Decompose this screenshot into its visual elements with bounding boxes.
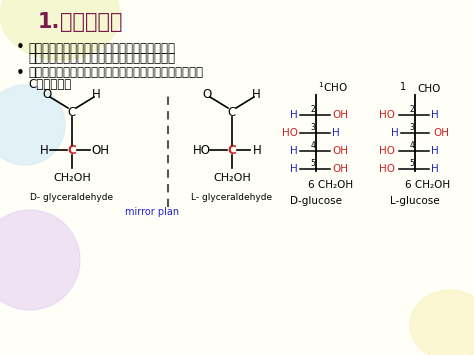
Text: OH: OH xyxy=(91,143,109,157)
Text: C延伸而成。: C延伸而成。 xyxy=(28,77,71,91)
Text: L-glucose: L-glucose xyxy=(390,196,440,206)
Text: CH₂OH: CH₂OH xyxy=(213,173,251,183)
Text: 1.: 1. xyxy=(38,12,60,32)
Text: H: H xyxy=(431,110,439,120)
Text: OH: OH xyxy=(332,164,348,174)
Text: HO: HO xyxy=(379,146,395,156)
Text: HO: HO xyxy=(282,128,298,138)
Text: 3: 3 xyxy=(410,124,414,132)
Text: C: C xyxy=(68,143,76,157)
Text: OH: OH xyxy=(433,128,449,138)
Text: L- glyceraldehyde: L- glyceraldehyde xyxy=(191,193,273,202)
Text: CH₂OH: CH₂OH xyxy=(53,173,91,183)
Ellipse shape xyxy=(410,290,474,355)
Text: 6 CH₂OH: 6 CH₂OH xyxy=(308,180,353,190)
Text: •: • xyxy=(16,66,25,81)
Text: 2: 2 xyxy=(310,105,315,115)
Text: 单糖的结构: 单糖的结构 xyxy=(60,12,122,32)
Text: H: H xyxy=(290,164,298,174)
Text: C: C xyxy=(68,105,76,119)
Text: H: H xyxy=(431,146,439,156)
Text: 1: 1 xyxy=(400,82,406,92)
Ellipse shape xyxy=(0,0,120,60)
Text: 4: 4 xyxy=(310,142,315,151)
Text: $^1$CHO: $^1$CHO xyxy=(318,80,348,94)
Text: H: H xyxy=(431,164,439,174)
Text: O: O xyxy=(42,88,52,102)
Text: mirror plan: mirror plan xyxy=(125,207,179,217)
Text: 4: 4 xyxy=(410,142,414,151)
Text: •: • xyxy=(16,40,25,55)
Text: CHO: CHO xyxy=(417,84,440,94)
Text: HO: HO xyxy=(379,110,395,120)
Text: 6 CH₂OH: 6 CH₂OH xyxy=(405,180,450,190)
Text: H: H xyxy=(253,143,261,157)
Text: 2: 2 xyxy=(410,105,414,115)
Text: 5: 5 xyxy=(410,159,414,169)
Text: 5: 5 xyxy=(310,159,315,169)
Text: H: H xyxy=(290,146,298,156)
Text: H: H xyxy=(91,88,100,102)
Text: C: C xyxy=(228,105,236,119)
Ellipse shape xyxy=(0,85,65,165)
Text: H: H xyxy=(391,128,399,138)
Text: H: H xyxy=(332,128,340,138)
Text: 根据所含碳原子数目分为丙糖、丁糖、戊糖和己: 根据所含碳原子数目分为丙糖、丁糖、戊糖和己 xyxy=(28,42,175,55)
Text: OH: OH xyxy=(332,110,348,120)
Text: O: O xyxy=(202,88,211,102)
Ellipse shape xyxy=(0,210,80,310)
Text: 3: 3 xyxy=(310,124,315,132)
Text: HO: HO xyxy=(379,164,395,174)
Text: 如所有的醉糖都可看成是由甘油醉的醉基碳下端逐个插入: 如所有的醉糖都可看成是由甘油醉的醉基碳下端逐个插入 xyxy=(28,66,203,80)
Text: 糖、庚糖。单糖构型由甘油醉和二羟丙酮派生。: 糖、庚糖。单糖构型由甘油醉和二羟丙酮派生。 xyxy=(28,53,175,66)
Text: H: H xyxy=(290,110,298,120)
Text: C: C xyxy=(228,143,237,157)
Text: D- glyceraldehyde: D- glyceraldehyde xyxy=(30,193,114,202)
Text: D-glucose: D-glucose xyxy=(290,196,342,206)
Text: HO: HO xyxy=(193,143,211,157)
Text: H: H xyxy=(40,143,48,157)
Text: OH: OH xyxy=(332,146,348,156)
Text: H: H xyxy=(252,88,260,102)
